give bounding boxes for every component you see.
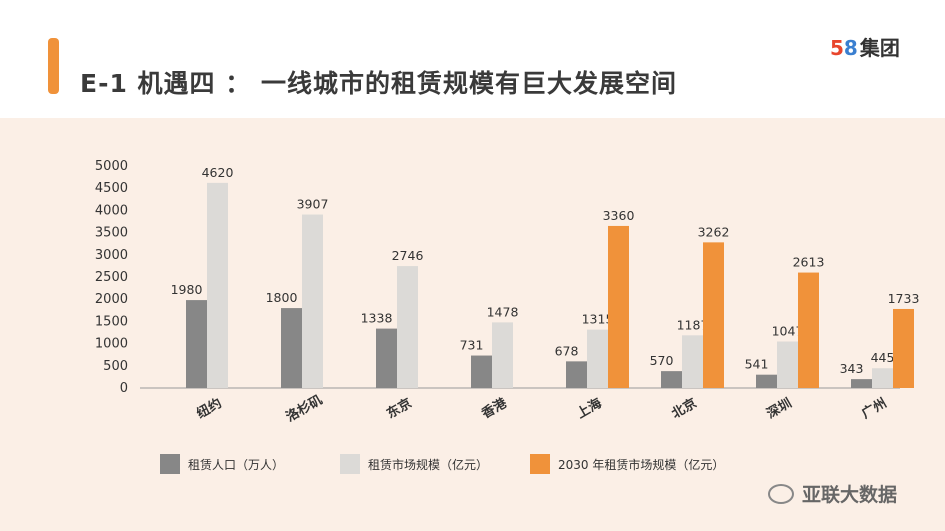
bar-s1-0 xyxy=(207,182,228,388)
legend-swatch-2030-market xyxy=(530,454,550,474)
data-label-s2-7: 1733 xyxy=(888,291,920,306)
y-tick-label-0: 0 xyxy=(120,381,128,396)
x-tick-label-5: 北京 xyxy=(669,395,700,422)
legend-label-2030-market: 2030 年租赁市场规模（亿元） xyxy=(558,457,725,472)
y-tick-label-6: 3000 xyxy=(95,248,128,263)
bar-s0-0 xyxy=(186,300,207,388)
bar-s1-4 xyxy=(587,329,608,388)
bar-s0-6 xyxy=(756,374,777,388)
bar-s1-2 xyxy=(397,266,418,388)
legend-item-rental-population: 租赁人口（万人） xyxy=(160,454,284,474)
legend-swatch-rental-market xyxy=(340,454,360,474)
data-label-s1-7: 445 xyxy=(871,350,895,365)
x-tick-label-6: 深圳 xyxy=(764,395,795,422)
y-tick-label-3: 1500 xyxy=(95,314,128,329)
data-label-s1-6: 1047 xyxy=(772,324,804,339)
wechat-watermark: 亚联大数据 xyxy=(768,480,897,507)
x-tick-label-0: 纽约 xyxy=(194,395,225,422)
data-label-s0-7: 343 xyxy=(840,361,864,376)
data-label-s0-6: 541 xyxy=(745,357,769,372)
bar-s2-6 xyxy=(798,272,819,388)
wechat-icon xyxy=(768,483,794,504)
data-label-s0-4: 678 xyxy=(555,343,579,358)
title-accent-bar xyxy=(48,38,59,94)
legend-item-rental-market: 租赁市场规模（亿元） xyxy=(340,454,488,474)
chart-legend: 租赁人口（万人） 租赁市场规模（亿元） 2030 年租赁市场规模（亿元） xyxy=(0,450,945,480)
legend-label-rental-market: 租赁市场规模（亿元） xyxy=(368,457,489,472)
chart-panel: 0 500 1000 1500 2000 2500 3000 3500 4000 4500 5000… xyxy=(0,118,945,531)
x-tick-label-7: 广州 xyxy=(859,395,890,422)
data-label-s1-2: 2746 xyxy=(392,248,424,263)
y-tick-label-7: 3500 xyxy=(95,226,128,241)
x-tick-label-2: 东京 xyxy=(384,395,415,422)
data-label-s0-2: 1338 xyxy=(361,311,393,326)
y-tick-label-8: 4000 xyxy=(95,203,128,218)
y-tick-label-10: 5000 xyxy=(95,159,128,174)
data-label-s1-4: 1315 xyxy=(582,312,614,327)
data-label-s2-6: 2613 xyxy=(793,255,825,270)
bar-s1-3 xyxy=(492,322,513,388)
y-tick-label-4: 2000 xyxy=(95,292,128,307)
data-label-s2-5: 3262 xyxy=(698,224,730,239)
watermark-text: 亚联大数据 xyxy=(802,484,898,506)
bar-s0-7 xyxy=(851,379,872,388)
legend-label-rental-population: 租赁人口（万人） xyxy=(188,457,285,472)
header: E-1 机遇四 ： 一线城市的租赁规模有巨大发展空间 58 集团 xyxy=(0,0,945,118)
x-tick-label-1: 洛杉矶 xyxy=(283,392,325,425)
bar-s1-6 xyxy=(777,341,798,388)
logo-text: 集团 xyxy=(859,36,900,60)
bar-s2-5 xyxy=(703,242,724,388)
logo-digit-8: 8 xyxy=(843,36,858,60)
data-label-s1-5: 1187 xyxy=(677,317,709,332)
bar-s1-5 xyxy=(682,335,703,388)
legend-swatch-rental-population xyxy=(160,454,180,474)
y-tick-label-5: 2500 xyxy=(95,270,128,285)
bar-s0-5 xyxy=(661,371,682,388)
data-label-s1-1: 3907 xyxy=(297,197,329,212)
data-label-s1-0: 4620 xyxy=(202,165,234,180)
logo-digit-5: 5 xyxy=(830,36,844,60)
bar-s2-7 xyxy=(893,308,914,388)
data-label-s0-1: 1800 xyxy=(266,290,298,305)
bar-s0-2 xyxy=(376,328,397,388)
bar-s2-4 xyxy=(608,225,629,388)
brand-logo: 58 集团 xyxy=(830,32,900,61)
bar-s0-4 xyxy=(566,361,587,388)
bar-s0-1 xyxy=(281,308,302,388)
x-tick-label-3: 香港 xyxy=(478,395,510,423)
data-label-s0-0: 1980 xyxy=(171,282,203,297)
data-label-s1-3: 1478 xyxy=(487,304,519,319)
data-label-s0-5: 570 xyxy=(650,353,674,368)
bar-s1-7 xyxy=(872,368,893,388)
page-title: E-1 机遇四 ： 一线城市的租赁规模有巨大发展空间 xyxy=(80,69,677,98)
y-tick-label-1: 500 xyxy=(103,359,128,374)
y-tick-label-9: 4500 xyxy=(95,181,128,196)
legend-item-2030-market: 2030 年租赁市场规模（亿元） xyxy=(530,454,724,474)
x-tick-label-4: 上海 xyxy=(574,395,605,422)
y-tick-label-2: 1000 xyxy=(95,337,128,352)
bar-chart: 0 500 1000 1500 2000 2500 3000 3500 4000 4500 5000… xyxy=(95,159,920,425)
data-label-s0-3: 731 xyxy=(460,338,484,353)
bar-s0-3 xyxy=(471,355,492,388)
bar-s1-1 xyxy=(302,214,323,388)
data-label-s2-4: 3360 xyxy=(603,208,635,223)
